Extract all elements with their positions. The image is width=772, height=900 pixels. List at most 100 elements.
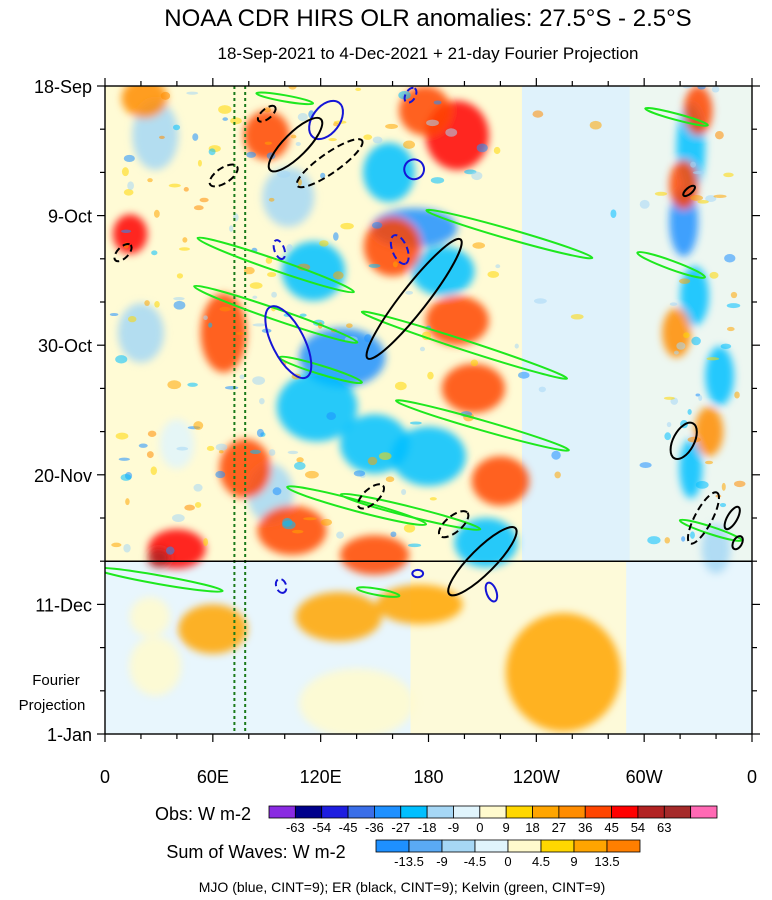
- anomaly-speckle: [367, 456, 378, 466]
- obs-colorbar-label: 9: [503, 820, 510, 835]
- waves-colorbar-swatch: [408, 839, 443, 853]
- waves-colorbar-label: -13.5: [394, 854, 424, 869]
- obs-colorbar-swatch: [532, 805, 560, 819]
- anomaly-speckle: [445, 128, 458, 137]
- anomaly-speckle: [171, 514, 185, 523]
- anomaly-blob: [340, 535, 410, 575]
- obs-colorbar-swatch: [374, 805, 402, 819]
- anomaly-speckle: [178, 247, 191, 251]
- anomaly-speckle: [252, 376, 266, 385]
- anomaly-speckle: [199, 197, 209, 203]
- anomaly-speckle: [333, 122, 339, 127]
- waves-colorbar-label: 4.5: [532, 854, 550, 869]
- anomaly-speckle: [723, 172, 734, 178]
- anomaly-speckle: [265, 257, 273, 264]
- olr-anomaly-speckle: [109, 86, 746, 555]
- er-wave-contour: [447, 526, 518, 597]
- obs-colorbar-swatch: [611, 805, 639, 819]
- anomaly-speckle: [123, 188, 134, 196]
- mjo-wave-group: [264, 86, 499, 603]
- er-wave-contour: [208, 163, 239, 188]
- anomaly-speckle: [259, 397, 265, 405]
- mjo-wave-contour: [264, 305, 313, 380]
- anomaly-speckle: [319, 240, 329, 247]
- anomaly-speckle: [123, 543, 131, 553]
- anomaly-speckle: [230, 117, 242, 125]
- anomaly-blob: [132, 100, 179, 170]
- kelvin-wave-contour: [255, 91, 315, 106]
- anomaly-speckle: [690, 531, 695, 539]
- obs-colorbar-title: Obs: W m-2: [155, 804, 251, 824]
- anomaly-blob: [159, 419, 195, 469]
- mjo-wave-contour: [484, 581, 499, 603]
- er-wave-contour: [365, 237, 463, 360]
- anomaly-blob: [112, 214, 148, 254]
- anomaly-speckle: [282, 520, 296, 530]
- anomaly-speckle: [409, 421, 422, 425]
- obs-colorbar-swatch: [637, 805, 665, 819]
- waves-colorbar-swatch: [540, 839, 575, 853]
- anomaly-speckle: [150, 466, 158, 475]
- anomaly-speckle: [570, 313, 584, 320]
- kelvin-wave-contour: [196, 236, 355, 294]
- anomaly-speckle: [654, 191, 668, 196]
- anomaly-speckle: [187, 382, 198, 387]
- kelvin-wave-contour: [395, 399, 570, 452]
- wave-contours: [105, 86, 744, 603]
- anomaly-speckle: [471, 171, 483, 181]
- x-tick-label: 0: [100, 767, 110, 787]
- anomaly-speckle: [394, 381, 407, 391]
- anomaly-speckle: [364, 334, 372, 343]
- er-wave-contour: [723, 505, 741, 531]
- kelvin-wave-contour: [636, 251, 706, 279]
- er-wave-contour: [356, 483, 385, 510]
- anomaly-speckle: [208, 322, 213, 328]
- anomaly-blob: [178, 604, 248, 654]
- anomaly-speckle: [687, 408, 692, 415]
- obs-colorbar-swatch: [584, 805, 612, 819]
- x-tick-label: 60W: [626, 767, 663, 787]
- anomaly-blob: [257, 505, 327, 556]
- anomaly-speckle: [353, 470, 366, 477]
- anomaly-speckle: [236, 331, 244, 336]
- anomaly-speckle: [690, 161, 697, 168]
- mjo-wave-contour: [403, 158, 425, 181]
- obs-colorbar-swatch: [268, 805, 296, 819]
- anomaly-speckle: [249, 449, 261, 454]
- anomaly-speckle: [160, 91, 171, 100]
- anomaly-speckle: [127, 315, 137, 323]
- anomaly-speckle: [125, 498, 130, 506]
- anomaly-speckle: [206, 445, 215, 452]
- anomaly-speckle: [263, 107, 272, 113]
- obs-colorbar-label: 0: [476, 820, 483, 835]
- anomaly-speckle: [229, 225, 234, 232]
- anomaly-speckle: [720, 343, 732, 349]
- anomaly-speckle: [663, 396, 675, 400]
- mjo-wave-contour: [274, 577, 288, 594]
- anomaly-speckle: [297, 263, 311, 271]
- anomaly-speckle: [208, 148, 216, 156]
- mjo-wave-contour: [411, 568, 425, 579]
- obs-colorbar-swatch: [505, 805, 533, 819]
- obs-colorbar-label: -63: [286, 820, 305, 835]
- anomaly-speckle: [639, 462, 652, 469]
- anomaly-speckle: [470, 359, 479, 367]
- anomaly-speckle: [427, 371, 434, 380]
- anomaly-speckle: [704, 460, 714, 465]
- anomaly-speckle: [176, 273, 184, 279]
- anomaly-blob: [276, 372, 358, 442]
- mjo-wave-contour: [272, 239, 287, 260]
- footnote: MJO (blue, CINT=9); ER (black, CINT=9); …: [199, 879, 606, 895]
- anomaly-speckle: [246, 151, 257, 158]
- anomaly-speckle: [146, 451, 154, 459]
- obs-colorbar-swatch: [663, 805, 692, 819]
- anomaly-speckle: [430, 177, 445, 184]
- projection-label: Fourier Projection: [19, 672, 86, 714]
- anomaly-speckle: [639, 199, 650, 209]
- chart-title: NOAA CDR HIRS OLR anomalies: 27.5°S - 2.…: [164, 5, 691, 32]
- anomaly-speckle: [297, 112, 308, 122]
- anomaly-speckle: [120, 474, 132, 481]
- anomaly-speckle: [186, 91, 199, 95]
- y-tick-label: 9-Oct: [48, 207, 92, 227]
- waves-colorbar-swatch: [573, 839, 608, 853]
